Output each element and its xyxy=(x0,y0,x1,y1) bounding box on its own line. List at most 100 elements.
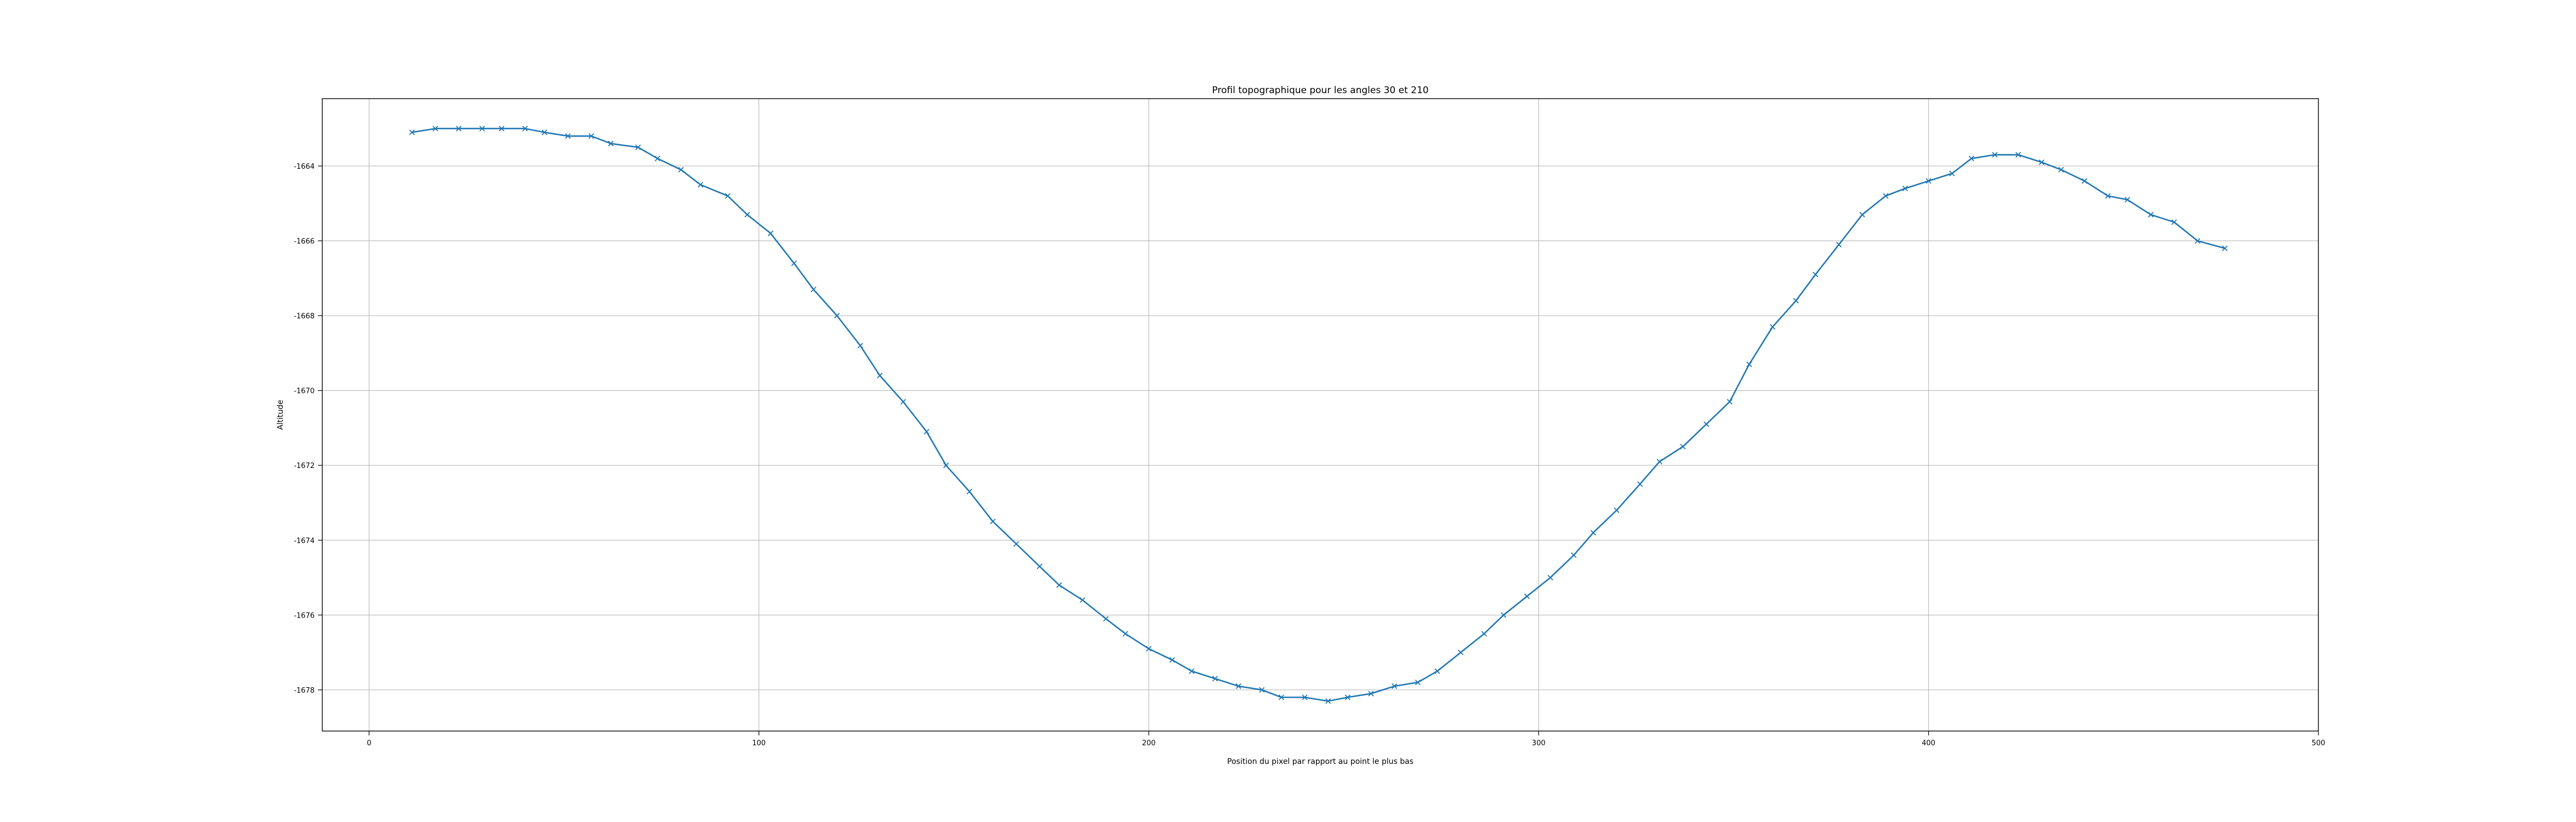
data-point xyxy=(877,373,883,379)
data-point xyxy=(1703,421,1709,427)
y-tick-label: -1674 xyxy=(294,537,315,545)
x-tick-label: 200 xyxy=(1142,739,1156,747)
y-axis: -1678 -1676 -1674 -1672 -1670 -1668 -1666 -1664 xyxy=(294,163,322,695)
data-point xyxy=(1259,687,1265,693)
data-point xyxy=(1434,668,1440,674)
data-point xyxy=(725,193,731,199)
data-point xyxy=(479,125,485,132)
data-point xyxy=(1571,552,1577,558)
x-tick-label: 300 xyxy=(1532,739,1546,747)
x-tick-label: 100 xyxy=(752,739,766,747)
chart-title: Profil topographique pour les angles 30 … xyxy=(1212,85,1428,96)
data-point xyxy=(1145,646,1152,652)
series-layer xyxy=(409,125,2228,704)
data-point xyxy=(1902,185,1908,192)
data-point xyxy=(1590,529,1597,536)
data-point xyxy=(455,125,462,132)
data-point xyxy=(900,398,907,405)
y-tick-label: -1666 xyxy=(294,237,315,246)
data-point xyxy=(857,342,863,349)
data-point xyxy=(1883,193,1889,199)
y-tick-label: -1668 xyxy=(294,312,315,321)
data-point xyxy=(608,140,614,147)
data-point xyxy=(1122,631,1129,637)
data-point xyxy=(1656,459,1662,465)
data-point xyxy=(811,287,817,293)
data-point xyxy=(1813,271,1819,278)
y-tick-label: -1676 xyxy=(294,612,315,620)
data-point xyxy=(1770,324,1776,330)
data-point xyxy=(1793,298,1799,304)
data-point xyxy=(1344,694,1350,700)
series-line xyxy=(412,128,2225,702)
data-point xyxy=(1680,443,1686,450)
data-point xyxy=(1501,612,1507,618)
data-point xyxy=(2124,197,2130,203)
data-point xyxy=(767,230,774,236)
data-point xyxy=(2195,238,2201,244)
data-point xyxy=(2015,152,2021,158)
data-point xyxy=(588,133,594,139)
data-point xyxy=(678,167,684,173)
data-point xyxy=(1614,507,1620,513)
data-point xyxy=(565,133,571,139)
data-point xyxy=(542,129,548,135)
data-point xyxy=(499,125,505,132)
data-point xyxy=(432,125,438,132)
data-point xyxy=(2038,159,2045,165)
data-point xyxy=(1968,156,1975,162)
data-point xyxy=(924,429,930,435)
data-point xyxy=(2222,245,2228,252)
data-point xyxy=(2171,219,2177,225)
data-point xyxy=(654,156,660,162)
data-point xyxy=(1836,242,1842,248)
data-point xyxy=(1325,698,1331,704)
y-tick-label: -1678 xyxy=(294,687,315,695)
x-tick-label: 0 xyxy=(367,739,371,747)
data-point xyxy=(1524,593,1530,600)
data-point xyxy=(1637,481,1643,487)
data-point xyxy=(2082,178,2088,184)
plot-frame xyxy=(322,98,2319,732)
data-point xyxy=(1212,676,1218,682)
x-axis: 0 100 200 300 400 500 xyxy=(367,731,2325,747)
data-point xyxy=(1415,680,1421,686)
data-point xyxy=(1547,574,1553,581)
data-point xyxy=(409,129,415,135)
data-point xyxy=(1949,170,1955,176)
x-tick-label: 500 xyxy=(2312,739,2326,747)
data-point xyxy=(697,181,704,188)
data-point xyxy=(1746,361,1752,367)
y-axis-label: Altitude xyxy=(276,400,285,430)
data-point xyxy=(1235,683,1241,689)
data-point xyxy=(522,125,528,132)
data-point xyxy=(834,312,840,319)
data-point xyxy=(791,260,797,266)
data-point xyxy=(1056,582,1062,588)
data-point xyxy=(1278,694,1285,700)
data-point xyxy=(1481,631,1487,637)
data-point xyxy=(1169,657,1175,663)
data-point xyxy=(1013,541,1019,547)
data-point xyxy=(1392,683,1398,689)
data-point xyxy=(1103,616,1109,622)
y-tick-label: -1672 xyxy=(294,462,315,470)
data-point xyxy=(966,488,972,495)
data-point xyxy=(1368,690,1374,697)
data-point xyxy=(635,144,641,150)
x-axis-label: Position du pixel par rapport au point l… xyxy=(1227,757,1414,766)
data-point xyxy=(1726,398,1733,405)
data-point xyxy=(1036,563,1042,569)
y-tick-label: -1664 xyxy=(294,163,315,171)
data-point xyxy=(1457,649,1464,655)
data-point xyxy=(1302,694,1308,700)
data-point xyxy=(2105,193,2111,199)
data-point xyxy=(943,463,949,469)
data-point xyxy=(1079,597,1086,603)
data-point xyxy=(990,518,996,524)
y-tick-label: -1670 xyxy=(294,387,315,396)
data-point xyxy=(1925,178,1931,184)
data-point xyxy=(1189,668,1195,674)
